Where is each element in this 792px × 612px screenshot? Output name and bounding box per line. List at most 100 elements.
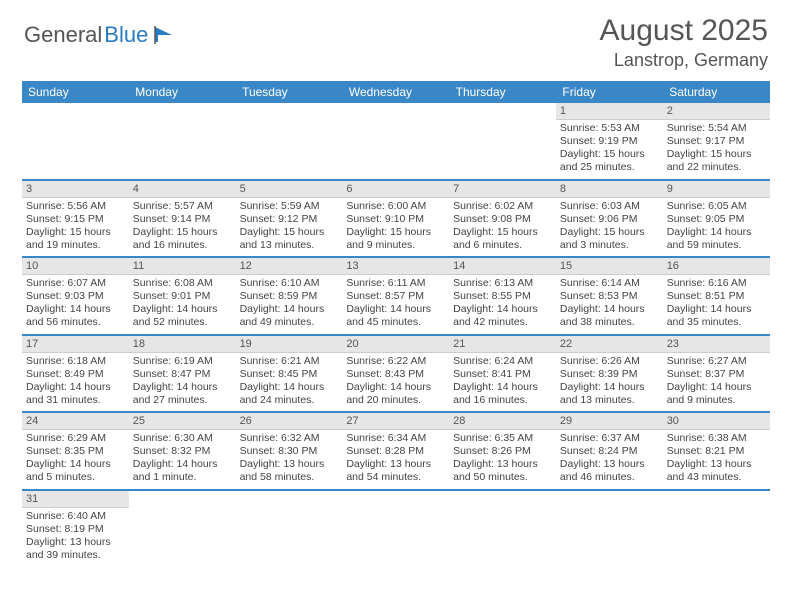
day-data: Sunrise: 5:56 AMSunset: 9:15 PMDaylight:… [22,198,129,257]
daylight-line: Daylight: 14 hours and 13 minutes. [560,381,659,407]
month-title: August 2025 [600,14,768,48]
day-data: Sunrise: 6:07 AMSunset: 9:03 PMDaylight:… [22,275,129,334]
calendar-day-cell [342,103,449,180]
sunset-line: Sunset: 8:21 PM [667,445,766,458]
daylight-line: Daylight: 14 hours and 24 minutes. [240,381,339,407]
sunrise-line: Sunrise: 6:40 AM [26,510,125,523]
sunset-line: Sunset: 9:06 PM [560,213,659,226]
day-number: 15 [556,258,663,275]
calendar-day-cell [556,490,663,567]
daylight-line: Daylight: 15 hours and 16 minutes. [133,226,232,252]
day-number: 11 [129,258,236,275]
daylight-line: Daylight: 14 hours and 9 minutes. [667,381,766,407]
day-data: Sunrise: 6:16 AMSunset: 8:51 PMDaylight:… [663,275,770,334]
day-data: Sunrise: 6:27 AMSunset: 8:37 PMDaylight:… [663,353,770,412]
page-header: GeneralBlue August 2025 Lanstrop, German… [0,0,792,77]
calendar-day-cell: 21Sunrise: 6:24 AMSunset: 8:41 PMDayligh… [449,335,556,413]
day-data: Sunrise: 6:22 AMSunset: 8:43 PMDaylight:… [342,353,449,412]
sunset-line: Sunset: 9:19 PM [560,135,659,148]
calendar-day-cell: 16Sunrise: 6:16 AMSunset: 8:51 PMDayligh… [663,257,770,335]
calendar-week-row: 31 Sunrise: 6:40 AMSunset: 8:19 PMDayligh… [22,490,770,567]
daylight-line: Daylight: 13 hours and 43 minutes. [667,458,766,484]
daylight-line: Daylight: 15 hours and 25 minutes. [560,148,659,174]
daylight-line: Daylight: 14 hours and 20 minutes. [346,381,445,407]
sunrise-line: Sunrise: 6:38 AM [667,432,766,445]
sunset-line: Sunset: 8:37 PM [667,368,766,381]
day-number: 6 [342,181,449,198]
calendar-day-cell: 17Sunrise: 6:18 AMSunset: 8:49 PMDayligh… [22,335,129,413]
calendar-week-row: 1Sunrise: 5:53 AMSunset: 9:19 PMDaylight… [22,103,770,180]
sunset-line: Sunset: 9:08 PM [453,213,552,226]
location-label: Lanstrop, Germany [600,50,768,71]
day-data: Sunrise: 6:26 AMSunset: 8:39 PMDaylight:… [556,353,663,412]
calendar-day-cell: 11Sunrise: 6:08 AMSunset: 9:01 PMDayligh… [129,257,236,335]
calendar-day-cell [236,490,343,567]
daylight-line: Daylight: 14 hours and 27 minutes. [133,381,232,407]
day-number: 8 [556,181,663,198]
sunset-line: Sunset: 9:03 PM [26,290,125,303]
sunrise-line: Sunrise: 6:34 AM [346,432,445,445]
day-number: 31 [22,491,129,508]
day-data: Sunrise: 5:54 AMSunset: 9:17 PMDaylight:… [663,120,770,179]
calendar-table: Sunday Monday Tuesday Wednesday Thursday… [22,81,770,566]
sunrise-line: Sunrise: 6:08 AM [133,277,232,290]
calendar-day-cell: 2Sunrise: 5:54 AMSunset: 9:17 PMDaylight… [663,103,770,180]
sunset-line: Sunset: 8:19 PM [26,523,125,536]
day-number: 20 [342,336,449,353]
calendar-day-cell: 8 Sunrise: 6:03 AMSunset: 9:06 PMDaylight… [556,180,663,258]
daylight-line: Daylight: 13 hours and 39 minutes. [26,536,125,562]
sunrise-line: Sunrise: 6:27 AM [667,355,766,368]
day-number: 5 [236,181,343,198]
sunset-line: Sunset: 8:51 PM [667,290,766,303]
sunset-line: Sunset: 9:05 PM [667,213,766,226]
day-number: 30 [663,413,770,430]
daylight-line: Daylight: 13 hours and 54 minutes. [346,458,445,484]
calendar-day-cell: 13Sunrise: 6:11 AMSunset: 8:57 PMDayligh… [342,257,449,335]
day-data: Sunrise: 5:59 AMSunset: 9:12 PMDaylight:… [236,198,343,257]
day-number: 19 [236,336,343,353]
calendar-day-cell: 23Sunrise: 6:27 AMSunset: 8:37 PMDayligh… [663,335,770,413]
calendar-day-cell: 22Sunrise: 6:26 AMSunset: 8:39 PMDayligh… [556,335,663,413]
day-number: 12 [236,258,343,275]
sunrise-line: Sunrise: 5:54 AM [667,122,766,135]
calendar-day-cell: 3Sunrise: 5:56 AMSunset: 9:15 PMDaylight… [22,180,129,258]
day-data: Sunrise: 6:18 AMSunset: 8:49 PMDaylight:… [22,353,129,412]
weekday-header: Friday [556,81,663,103]
day-data: Sunrise: 6:32 AMSunset: 8:30 PMDaylight:… [236,430,343,489]
day-data: Sunrise: 6:24 AMSunset: 8:41 PMDaylight:… [449,353,556,412]
sunrise-line: Sunrise: 6:14 AM [560,277,659,290]
day-number: 29 [556,413,663,430]
sunrise-line: Sunrise: 5:59 AM [240,200,339,213]
day-data: Sunrise: 6:35 AMSunset: 8:26 PMDaylight:… [449,430,556,489]
sunset-line: Sunset: 8:45 PM [240,368,339,381]
daylight-line: Daylight: 13 hours and 50 minutes. [453,458,552,484]
day-data: Sunrise: 6:13 AMSunset: 8:55 PMDaylight:… [449,275,556,334]
logo: GeneralBlue [24,14,176,48]
sunrise-line: Sunrise: 6:11 AM [346,277,445,290]
calendar-day-cell: 29Sunrise: 6:37 AMSunset: 8:24 PMDayligh… [556,412,663,490]
calendar-day-cell [236,103,343,180]
day-data: Sunrise: 6:00 AMSunset: 9:10 PMDaylight:… [342,198,449,257]
sunset-line: Sunset: 8:57 PM [346,290,445,303]
day-data: Sunrise: 6:05 AMSunset: 9:05 PMDaylight:… [663,198,770,257]
day-data: Sunrise: 6:10 AMSunset: 8:59 PMDaylight:… [236,275,343,334]
day-data: Sunrise: 6:37 AMSunset: 8:24 PMDaylight:… [556,430,663,489]
sunset-line: Sunset: 8:28 PM [346,445,445,458]
day-data: Sunrise: 6:30 AMSunset: 8:32 PMDaylight:… [129,430,236,489]
sunrise-line: Sunrise: 6:03 AM [560,200,659,213]
daylight-line: Daylight: 14 hours and 42 minutes. [453,303,552,329]
daylight-line: Daylight: 14 hours and 1 minute. [133,458,232,484]
day-number: 21 [449,336,556,353]
calendar-day-cell: 14Sunrise: 6:13 AMSunset: 8:55 PMDayligh… [449,257,556,335]
day-data: Sunrise: 6:14 AMSunset: 8:53 PMDaylight:… [556,275,663,334]
sunset-line: Sunset: 9:12 PM [240,213,339,226]
logo-text-1: General [24,22,102,48]
daylight-line: Daylight: 14 hours and 38 minutes. [560,303,659,329]
day-data: Sunrise: 6:02 AMSunset: 9:08 PMDaylight:… [449,198,556,257]
daylight-line: Daylight: 14 hours and 49 minutes. [240,303,339,329]
day-number: 25 [129,413,236,430]
daylight-line: Daylight: 15 hours and 3 minutes. [560,226,659,252]
sunrise-line: Sunrise: 6:18 AM [26,355,125,368]
calendar-day-cell: 5Sunrise: 5:59 AMSunset: 9:12 PMDaylight… [236,180,343,258]
calendar-day-cell: 9Sunrise: 6:05 AMSunset: 9:05 PMDaylight… [663,180,770,258]
